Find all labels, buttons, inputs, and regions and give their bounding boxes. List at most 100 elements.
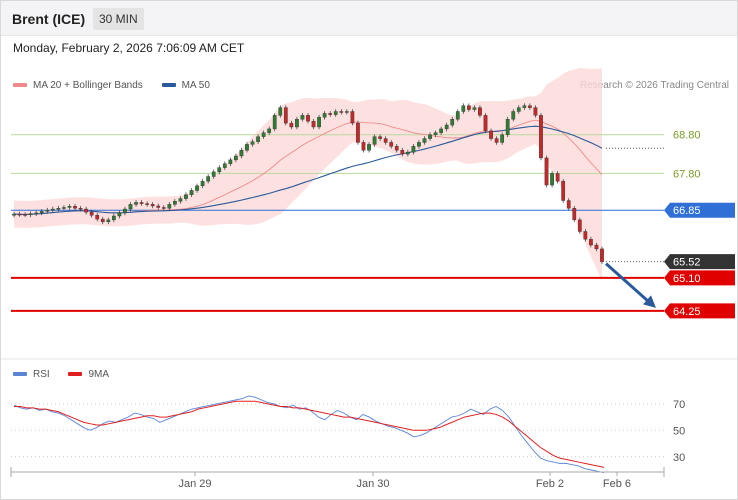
level-label-65.10: 65.10 <box>673 273 701 285</box>
candle-body <box>372 136 377 145</box>
candle-body <box>256 136 260 142</box>
candle-body <box>28 213 33 216</box>
candle-body <box>200 180 205 187</box>
candle-body <box>594 244 599 250</box>
candle-body <box>173 201 177 205</box>
candle-body <box>211 171 216 177</box>
candle-body <box>422 138 427 143</box>
candle-body <box>12 213 16 216</box>
candle-body <box>239 149 244 157</box>
candle-body <box>577 219 582 232</box>
candle-body <box>17 213 22 216</box>
candle-body <box>600 248 604 262</box>
candle-body <box>378 136 382 139</box>
candle-body <box>328 113 333 115</box>
forecast-arrowhead <box>643 295 656 308</box>
candle-body <box>272 115 277 130</box>
candle-body <box>467 105 471 110</box>
timeframe-button[interactable]: 30 MIN <box>93 8 144 30</box>
bollinger-band <box>14 68 602 282</box>
level-label-64.25: 64.25 <box>673 306 701 318</box>
x-tick-label: Jan 30 <box>356 478 389 490</box>
candle-body <box>317 117 321 128</box>
legend-ma20: MA 20 + Bollinger Bands <box>33 80 143 91</box>
header-bar: Brent (ICE) 30 MIN <box>1 1 737 36</box>
candle-body <box>417 142 421 147</box>
candle-body <box>134 202 138 205</box>
rsi-tick-70: 70 <box>673 399 685 411</box>
candle-body <box>444 124 449 130</box>
candle-body <box>339 111 344 113</box>
candle-body <box>544 157 549 186</box>
rsi-swatch <box>13 372 27 377</box>
rsi-tick-30: 30 <box>673 452 685 464</box>
candle-body <box>350 111 355 124</box>
candle-body <box>128 204 133 210</box>
candle-body <box>84 208 88 213</box>
candle-body <box>167 204 172 209</box>
candle-body <box>250 141 255 145</box>
level-tag-last <box>664 254 735 270</box>
candle-body <box>156 205 161 208</box>
level-tag-support <box>664 270 735 286</box>
candle-body <box>516 107 521 112</box>
candle-body <box>161 207 166 209</box>
candle-body <box>400 149 405 155</box>
candle-body <box>566 200 571 209</box>
candle-body <box>583 231 588 240</box>
candle-body <box>34 212 39 215</box>
candle-body <box>73 206 77 209</box>
candle-body <box>461 105 466 112</box>
candle-body <box>278 107 283 116</box>
candle-body <box>411 146 416 153</box>
x-tick-label: Jan 29 <box>178 478 211 490</box>
candle-body <box>111 215 116 221</box>
candle-body <box>572 208 577 221</box>
candle-body <box>322 113 327 118</box>
candle-body <box>45 209 50 212</box>
candle-body <box>433 132 438 135</box>
candle-body <box>234 155 238 161</box>
candle-body <box>145 203 149 205</box>
ma50-line <box>13 125 603 216</box>
legend-rsi-ma: 9MA <box>88 369 110 380</box>
ma20-swatch <box>13 83 27 88</box>
credit-text: Research © 2026 Trading Central <box>579 80 729 91</box>
candle-body <box>89 211 94 216</box>
candle-body <box>356 122 360 143</box>
x-tick-label: Feb 2 <box>536 478 564 490</box>
candle-body <box>300 115 305 120</box>
chart-datetime: Monday, February 2, 2026 7:06:09 AM CET <box>13 41 245 55</box>
candle-body <box>195 185 199 191</box>
candle-body <box>39 211 44 214</box>
candle-body <box>189 190 194 195</box>
rsi-legend: RSI 9MA <box>13 369 125 380</box>
candle-body <box>478 107 482 116</box>
candle-body <box>394 146 399 151</box>
candle-body <box>311 120 316 128</box>
candle-body <box>267 128 272 133</box>
rsi-ma-swatch <box>68 372 83 377</box>
candle-body <box>67 206 72 208</box>
candle-body <box>500 134 505 143</box>
candle-body <box>361 142 366 151</box>
candle-body <box>494 138 499 143</box>
forecast-arrow <box>605 262 651 304</box>
candle-body <box>561 180 566 201</box>
candle-body <box>533 107 538 116</box>
candle-body <box>23 214 27 216</box>
candle-body <box>283 107 288 124</box>
level-label-67.80: 67.80 <box>673 168 701 180</box>
candle-body <box>450 119 455 126</box>
candle-body <box>428 134 432 139</box>
candle-body <box>505 119 510 135</box>
candle-body <box>150 204 155 207</box>
candle-body <box>261 132 266 137</box>
candle-body <box>50 208 55 211</box>
candle-body <box>106 219 111 223</box>
candle-body <box>62 207 66 209</box>
candle-body <box>289 122 294 128</box>
level-tag-support <box>664 303 735 319</box>
candle-body <box>222 163 227 168</box>
